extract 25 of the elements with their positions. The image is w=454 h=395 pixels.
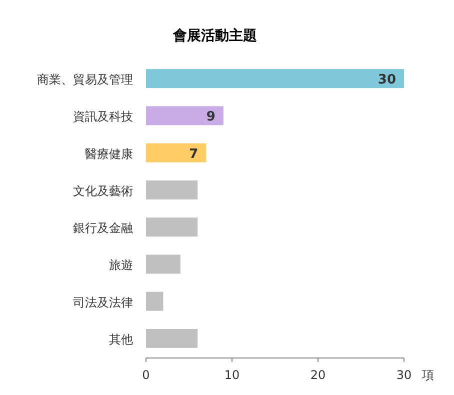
bar [146, 218, 198, 237]
x-axis-title: 項 [421, 368, 434, 382]
y-tick-label: 司法及法律 [73, 295, 133, 310]
x-tick-label: 0 [142, 368, 150, 382]
bar [146, 254, 180, 274]
bar [146, 180, 198, 200]
y-tick-label: 資訊及科技 [73, 110, 133, 124]
y-tick-label: 其他 [109, 332, 133, 346]
bar [146, 143, 206, 162]
x-tick-label: 20 [310, 368, 326, 382]
data-label: 30 [378, 72, 396, 88]
bar [146, 69, 404, 88]
y-tick-label: 銀行及金融 [73, 221, 133, 236]
y-tick-label: 商業、貿易及管理 [37, 72, 133, 87]
data-label: 9 [206, 110, 216, 125]
data-label: 7 [189, 146, 198, 162]
x-tick-label: 10 [224, 368, 240, 382]
bar [146, 328, 198, 348]
y-tick-label: 旅遊 [109, 258, 133, 272]
chart-title: 會展活動主題 [172, 27, 257, 44]
bar [146, 106, 224, 126]
y-tick-label: 醫療健康 [85, 146, 133, 161]
x-tick-label: 30 [396, 368, 412, 382]
y-tick-label: 文化及藝術 [73, 184, 133, 198]
bar [146, 292, 164, 311]
